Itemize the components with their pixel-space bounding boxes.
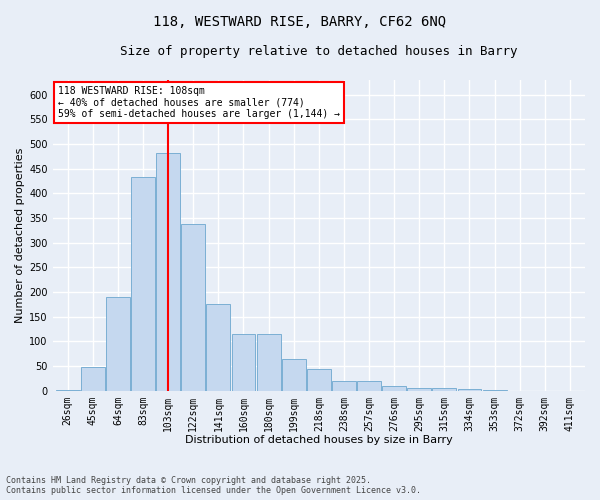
- Text: 118, WESTWARD RISE, BARRY, CF62 6NQ: 118, WESTWARD RISE, BARRY, CF62 6NQ: [154, 15, 446, 29]
- Bar: [131, 177, 155, 390]
- Bar: [382, 386, 406, 390]
- Bar: [181, 224, 205, 390]
- Bar: [357, 381, 381, 390]
- Bar: [206, 304, 230, 390]
- Text: Contains HM Land Registry data © Crown copyright and database right 2025.
Contai: Contains HM Land Registry data © Crown c…: [6, 476, 421, 495]
- Y-axis label: Number of detached properties: Number of detached properties: [15, 148, 25, 323]
- Bar: [433, 388, 457, 390]
- Bar: [156, 152, 180, 390]
- Bar: [282, 358, 305, 390]
- Title: Size of property relative to detached houses in Barry: Size of property relative to detached ho…: [120, 45, 518, 58]
- Bar: [458, 389, 481, 390]
- Bar: [232, 334, 256, 390]
- X-axis label: Distribution of detached houses by size in Barry: Distribution of detached houses by size …: [185, 435, 453, 445]
- Bar: [257, 334, 281, 390]
- Bar: [106, 297, 130, 390]
- Bar: [332, 381, 356, 390]
- Bar: [307, 368, 331, 390]
- Bar: [407, 388, 431, 390]
- Text: 118 WESTWARD RISE: 108sqm
← 40% of detached houses are smaller (774)
59% of semi: 118 WESTWARD RISE: 108sqm ← 40% of detac…: [58, 86, 340, 120]
- Bar: [81, 367, 105, 390]
